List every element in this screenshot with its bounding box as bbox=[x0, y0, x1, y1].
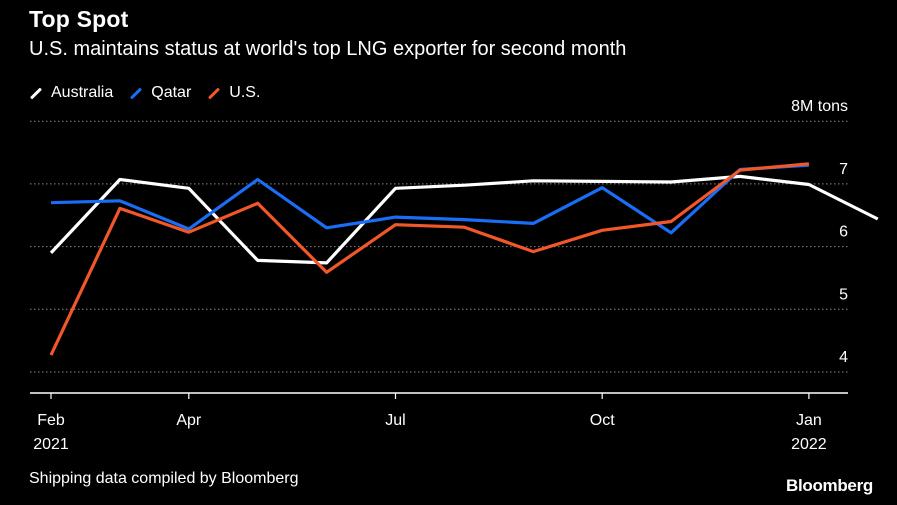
series-line-australia bbox=[49, 174, 879, 265]
grid-layer bbox=[30, 120, 848, 373]
source-note: Shipping data compiled by Bloomberg bbox=[29, 470, 299, 487]
y-tick-label-4: 4 bbox=[839, 349, 848, 366]
series-line-qatar bbox=[50, 163, 810, 235]
y-tick-label-7: 7 bbox=[839, 161, 848, 178]
y-tick-label-6: 6 bbox=[839, 224, 848, 241]
series-line-us bbox=[49, 162, 810, 356]
series-layer bbox=[49, 162, 879, 356]
chart-legend: Australia Qatar U.S. bbox=[29, 82, 276, 104]
y-tick-label-5: 5 bbox=[839, 286, 848, 303]
legend-label-australia: Australia bbox=[51, 84, 114, 101]
chart-title: Top Spot bbox=[29, 6, 129, 32]
legend-item-australia: Australia bbox=[29, 84, 113, 102]
legend-label-us: U.S. bbox=[229, 84, 261, 101]
x-tick-sublabel-2022: 2022 bbox=[791, 436, 827, 453]
legend-item-qatar: Qatar bbox=[129, 84, 191, 102]
x-tick-label-apr: Apr bbox=[176, 412, 202, 429]
x-tick-label-jul: Jul bbox=[385, 412, 405, 429]
bloomberg-logo: Bloomberg bbox=[785, 476, 873, 495]
y-tick-label-8: 8M tons bbox=[791, 98, 848, 115]
axis-layer: 4 5 6 7 8M tons Feb 2021 Apr Jul Oct Jan 2022 bbox=[30, 98, 848, 453]
x-tick-label-oct: Oct bbox=[590, 412, 615, 429]
legend-label-qatar: Qatar bbox=[151, 84, 192, 101]
chart-subtitle: U.S. maintains status at world's top LNG… bbox=[29, 38, 627, 60]
legend-item-us: U.S. bbox=[207, 84, 260, 102]
x-tick-label-feb: Feb bbox=[37, 412, 65, 429]
x-tick-sublabel-2021: 2021 bbox=[33, 436, 69, 453]
x-tick-label-jan: Jan bbox=[796, 412, 822, 429]
